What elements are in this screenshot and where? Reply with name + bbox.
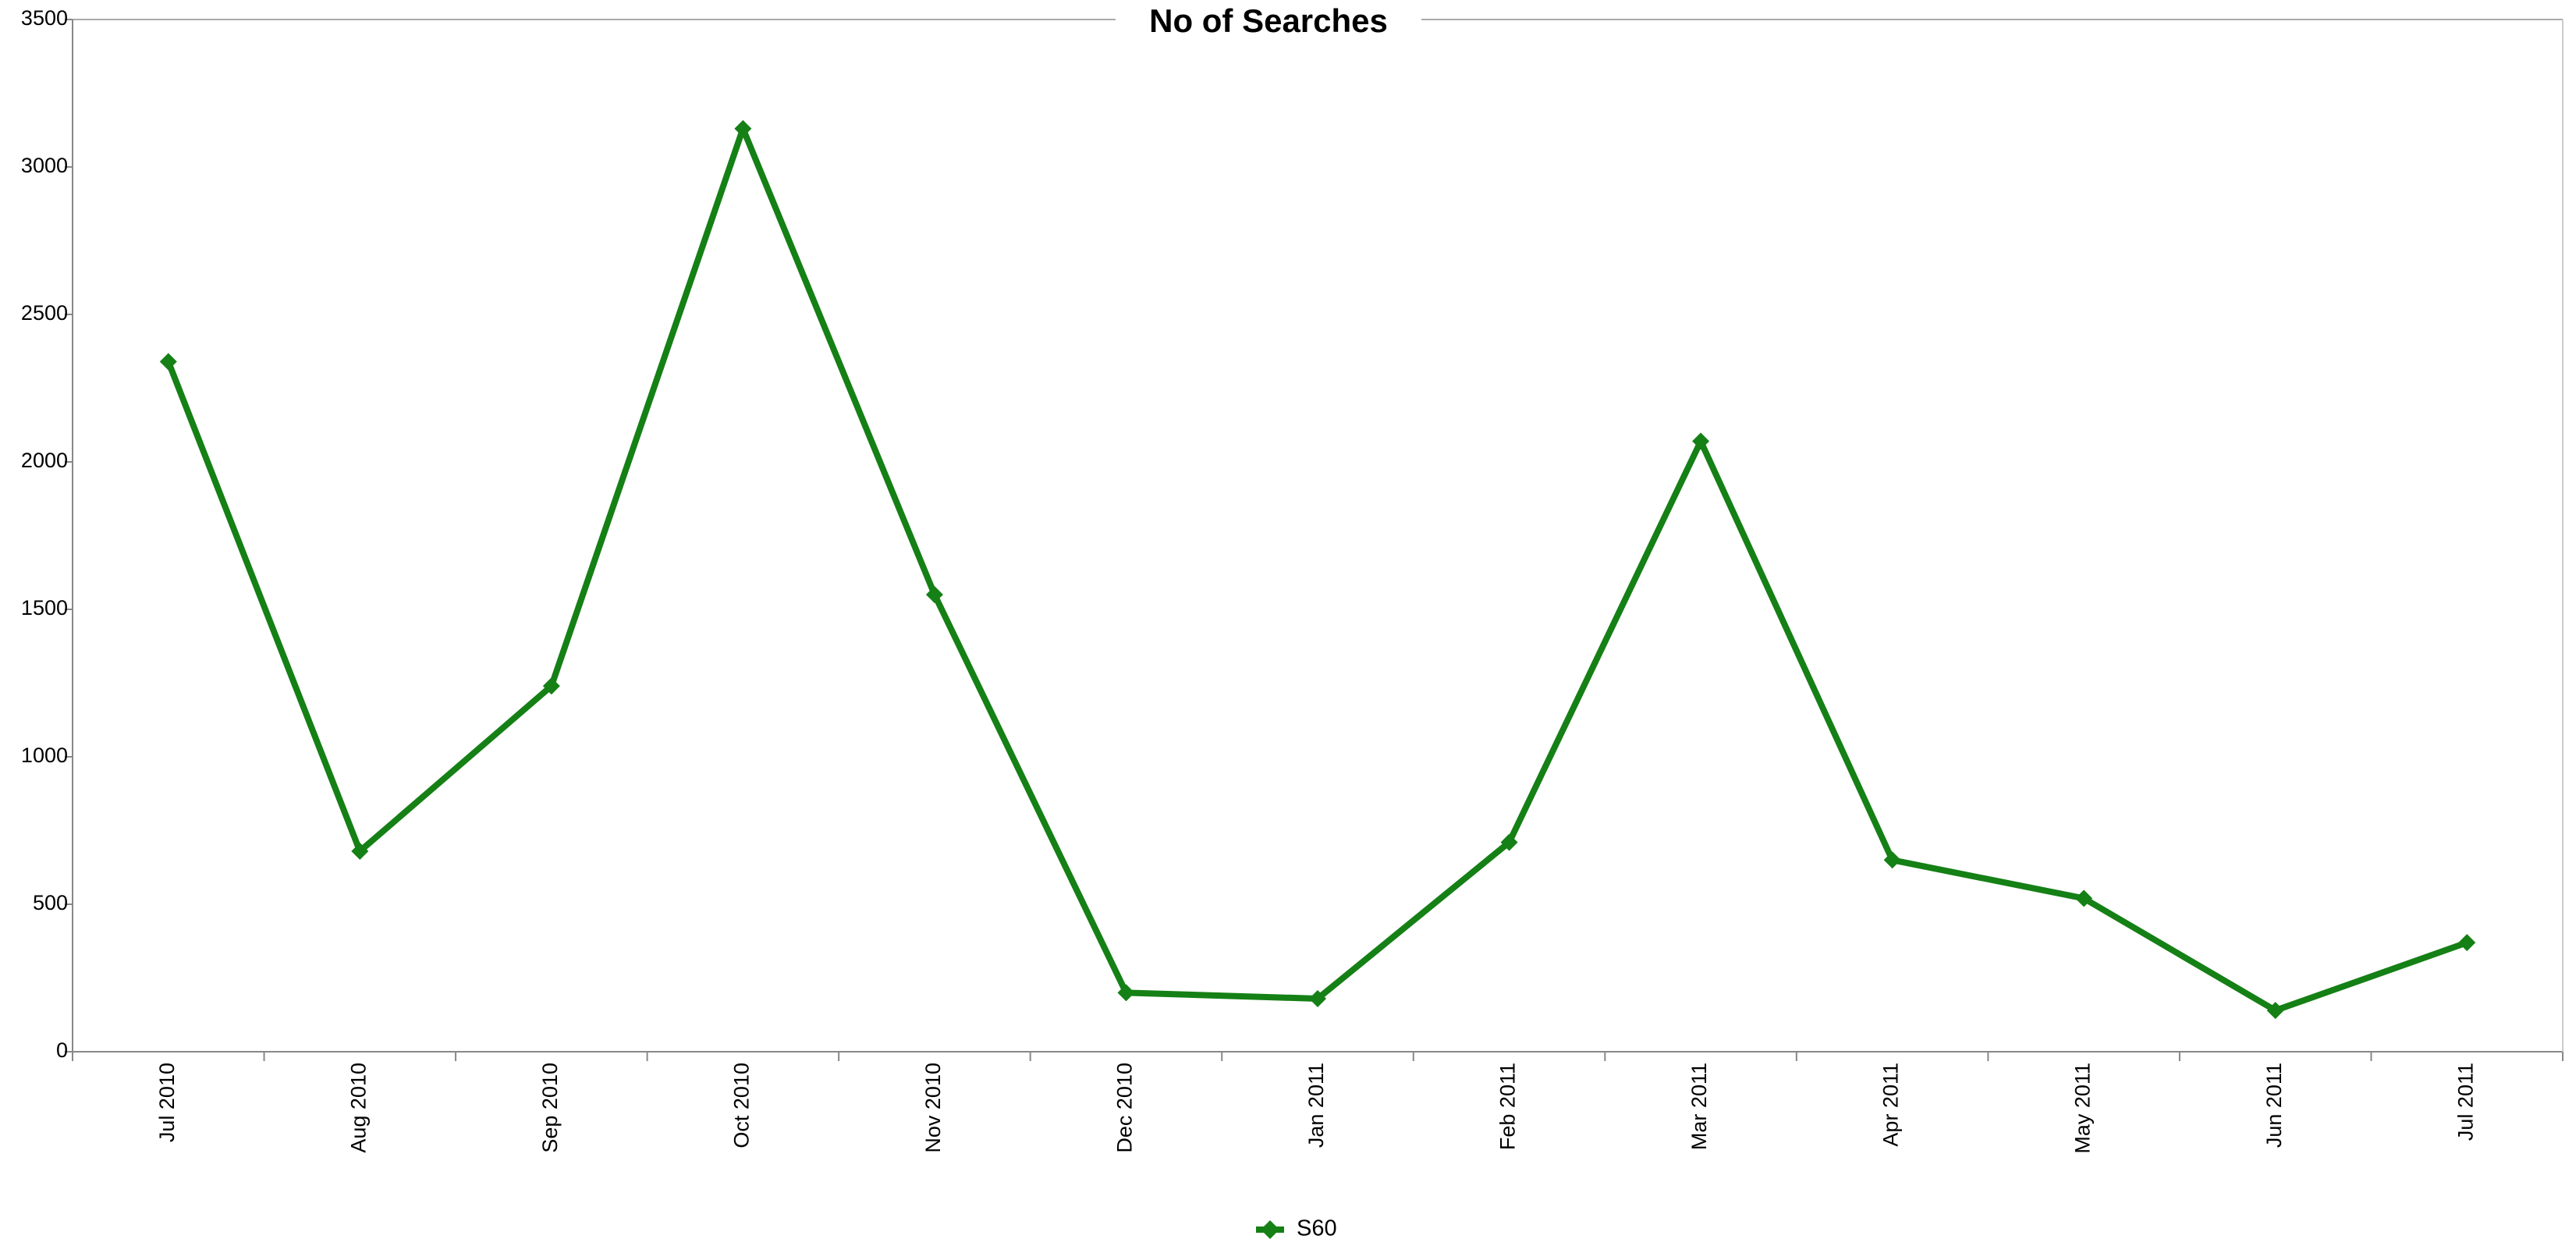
x-tick-label: Apr 2011 [1879, 1063, 1903, 1147]
x-tick-label: Mar 2011 [1687, 1063, 1711, 1150]
legend-label: S60 [1297, 1216, 1337, 1241]
x-tick-label: Feb 2011 [1496, 1063, 1520, 1150]
data-point [159, 353, 177, 371]
x-tick-label: Aug 2010 [346, 1063, 370, 1153]
y-tick-label: 3000 [21, 154, 68, 177]
data-point [734, 119, 752, 137]
y-tick-label: 1500 [21, 596, 68, 619]
y-tick-label: 2000 [21, 449, 68, 472]
y-tick-label: 500 [33, 891, 68, 914]
x-tick-label: Jun 2011 [2262, 1063, 2286, 1148]
data-point [351, 842, 369, 860]
x-tick-label: May 2011 [2070, 1063, 2094, 1154]
title-background [1116, 0, 1421, 44]
data-point [925, 586, 943, 604]
y-tick-label: 3500 [21, 6, 68, 30]
legend-marker [1261, 1220, 1279, 1239]
x-tick-label: Jul 2011 [2454, 1063, 2477, 1141]
data-point [2266, 1002, 2284, 1020]
x-tick-label: Dec 2010 [1113, 1063, 1137, 1153]
data-point [1883, 851, 1901, 869]
data-point [1692, 432, 1710, 450]
data-point [1500, 833, 1518, 851]
chart-title: No of Searches [1149, 2, 1388, 39]
x-tick-label: Oct 2010 [730, 1063, 754, 1148]
x-tick-label: Nov 2010 [921, 1063, 945, 1153]
data-point [1309, 989, 1326, 1007]
y-tick-label: 0 [56, 1038, 68, 1062]
data-point [2458, 934, 2476, 952]
y-tick-label: 2500 [21, 301, 68, 325]
series-line [165, 125, 2468, 1014]
x-tick-label: Jul 2010 [155, 1063, 179, 1142]
data-point [2075, 889, 2093, 907]
x-tick-label: Sep 2010 [538, 1063, 562, 1153]
y-tick-label: 1000 [21, 744, 68, 767]
data-point [1117, 984, 1135, 1002]
x-tick-label: Jan 2011 [1304, 1063, 1328, 1148]
data-point [542, 677, 560, 695]
